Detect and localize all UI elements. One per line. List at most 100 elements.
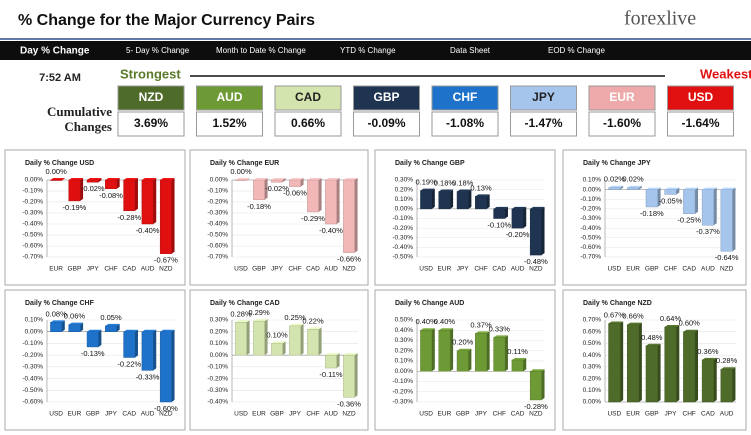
currency-name: EUR	[609, 90, 635, 104]
y-tick-label: 0.60%	[583, 328, 602, 335]
value-label: -0.02%	[265, 184, 289, 193]
bar-top	[87, 329, 102, 332]
bar-top	[420, 328, 435, 331]
currency-header	[274, 85, 342, 111]
y-tick-label: -0.20%	[580, 206, 601, 213]
bar	[50, 179, 63, 181]
bar-top	[457, 189, 472, 192]
value-label: -0.18%	[247, 202, 271, 211]
x-tick-label: CHF	[474, 266, 487, 273]
bar-side	[620, 185, 624, 190]
bar	[86, 179, 99, 183]
bar-top	[160, 178, 175, 180]
x-tick-label: JPY	[271, 266, 284, 273]
bar-top	[87, 178, 102, 180]
bar-side	[504, 335, 508, 372]
value-label: 0.20%	[452, 338, 474, 347]
currency-value: -1.47%	[524, 116, 562, 130]
y-tick-label: -0.60%	[22, 399, 43, 406]
tab[interactable]: 5- Day % Change	[126, 46, 190, 55]
bar	[627, 324, 640, 403]
bar-side	[134, 329, 138, 358]
y-tick-label: 0.10%	[583, 387, 602, 394]
bar	[86, 331, 99, 348]
bar	[511, 359, 524, 372]
x-tick-label: GBP	[270, 411, 284, 418]
bar	[475, 196, 487, 210]
x-tick-label: AUD	[511, 266, 525, 273]
bar	[627, 187, 640, 190]
y-tick-label: -0.40%	[22, 221, 43, 228]
x-tick-label: EUR	[438, 266, 452, 273]
y-tick-label: -0.50%	[207, 232, 228, 239]
bar	[105, 179, 117, 190]
bar-side	[171, 329, 175, 402]
currency-value-box	[431, 111, 499, 137]
x-tick-label: GBP	[456, 411, 470, 418]
bar	[720, 189, 733, 252]
value-label: -0.40%	[319, 226, 343, 235]
bar-top	[307, 327, 322, 330]
y-tick-label: 0.30%	[395, 337, 414, 344]
x-tick-label: JPY	[105, 411, 118, 418]
x-tick-label: CAD	[122, 411, 136, 418]
bar-side	[116, 178, 120, 189]
x-tick-label: CAD	[492, 266, 506, 273]
y-tick-label: 0.00%	[583, 186, 602, 193]
bar-side	[431, 188, 435, 209]
bar-top	[307, 178, 322, 180]
bar	[68, 324, 81, 332]
x-tick-label: USD	[419, 411, 433, 418]
chart-title: Daily % Change USD	[25, 160, 94, 167]
x-tick-label: AUD	[324, 411, 338, 418]
value-label: 0.02%	[622, 175, 644, 184]
x-tick-label: EUR	[49, 266, 63, 273]
x-tick-label: GBP	[86, 411, 100, 418]
chart-title: Daily % Change CAD	[210, 300, 280, 307]
currency-value-box	[510, 111, 577, 137]
value-label: 0.06%	[64, 312, 86, 321]
value-label: -0.22%	[117, 359, 141, 368]
bar-side	[695, 187, 699, 214]
y-tick-label: 0.40%	[395, 327, 414, 334]
y-tick-label: -0.20%	[392, 388, 413, 395]
chart-title: Daily % Change GBP	[395, 160, 465, 167]
bar	[105, 325, 117, 332]
bar	[493, 337, 506, 372]
bar-side	[134, 178, 138, 211]
tab[interactable]: EOD % Change	[548, 46, 605, 55]
y-tick-label: 0.30%	[395, 177, 414, 184]
time: 7:52 AM	[39, 72, 81, 84]
currency-value-box	[353, 111, 420, 137]
y-tick-label: -0.50%	[392, 254, 413, 261]
y-tick-label: 0.10%	[395, 358, 414, 365]
currency-value: -1.08%	[446, 116, 484, 130]
bar-top	[720, 187, 736, 190]
value-label: -0.60%	[154, 404, 178, 413]
y-tick-label: -0.70%	[580, 254, 601, 261]
x-tick-label: AUD	[701, 266, 715, 273]
bar	[608, 187, 621, 190]
value-label: 0.64%	[660, 314, 682, 323]
bar-top	[253, 319, 268, 322]
bar	[307, 179, 319, 213]
x-tick-label: USD	[607, 266, 621, 273]
bar-top	[50, 178, 65, 180]
value-label: -0.18%	[640, 209, 664, 218]
currency-value: 0.66%	[291, 116, 325, 130]
value-label: -0.40%	[136, 226, 160, 235]
y-tick-label: 0.10%	[210, 340, 229, 347]
bar-side	[318, 178, 322, 212]
tab[interactable]: YTD % Change	[340, 46, 396, 55]
tab[interactable]: Day % Change	[20, 46, 90, 57]
bar	[271, 179, 283, 183]
bar	[123, 331, 136, 358]
bar	[68, 179, 81, 202]
bar-top	[343, 353, 358, 356]
value-label: 0.02%	[604, 175, 626, 184]
tab[interactable]: Month to Date % Change	[216, 46, 306, 55]
value-label: -0.10%	[487, 220, 511, 229]
bar-side	[300, 323, 304, 356]
bar	[683, 331, 696, 403]
tab[interactable]: Data Sheet	[450, 46, 491, 55]
